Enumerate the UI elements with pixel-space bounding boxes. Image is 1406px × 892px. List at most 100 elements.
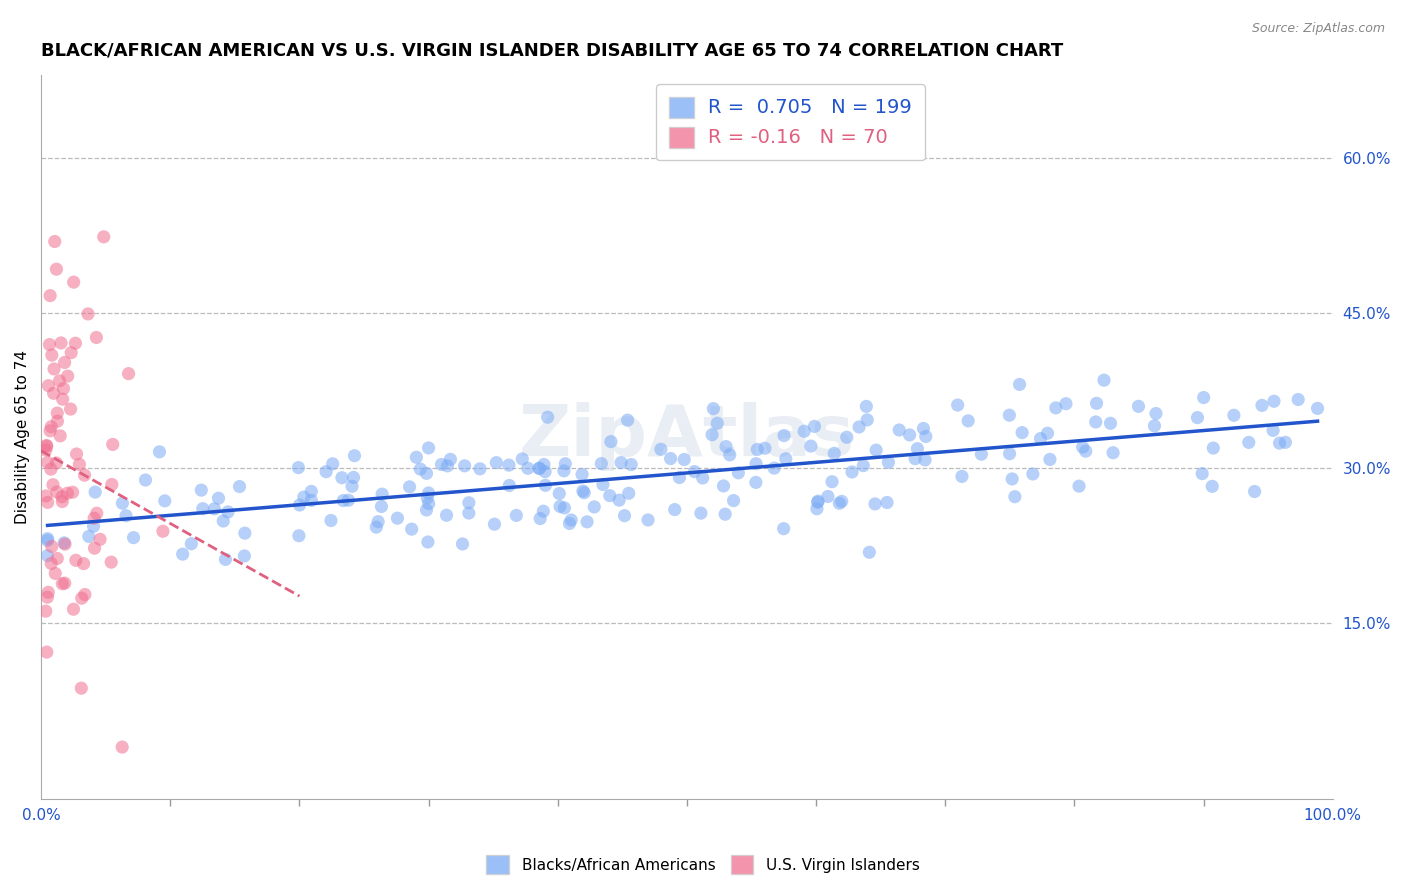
- Point: [673, 452, 696, 467]
- Point: [560, 513, 582, 527]
- Point: [44, 566, 66, 581]
- Point: [101, 437, 124, 451]
- Point: [70, 681, 93, 696]
- Point: [67, 458, 90, 472]
- Point: [828, 496, 851, 510]
- Point: [65, 336, 87, 351]
- Point: [554, 457, 576, 471]
- Point: [332, 493, 354, 508]
- Point: [1085, 396, 1108, 410]
- Point: [468, 462, 491, 476]
- Point: [800, 439, 823, 453]
- Point: [39, 424, 62, 438]
- Point: [863, 497, 886, 511]
- Point: [38, 337, 60, 351]
- Point: [299, 493, 322, 508]
- Point: [852, 458, 875, 473]
- Point: [35, 489, 58, 503]
- Point: [60, 345, 83, 359]
- Point: [288, 498, 311, 512]
- Point: [1011, 425, 1033, 440]
- Point: [1286, 392, 1309, 407]
- Point: [436, 508, 458, 523]
- Point: [1004, 490, 1026, 504]
- Point: [1039, 452, 1062, 467]
- Point: [1251, 398, 1274, 412]
- Point: [1099, 417, 1122, 431]
- Point: [370, 500, 392, 514]
- Point: [367, 515, 389, 529]
- Point: [62, 485, 84, 500]
- Point: [806, 495, 828, 509]
- Point: [505, 508, 527, 523]
- Point: [228, 479, 250, 493]
- Point: [56, 486, 79, 500]
- Point: [637, 513, 659, 527]
- Point: [498, 478, 520, 492]
- Point: [831, 494, 853, 508]
- Point: [49, 335, 72, 350]
- Point: [957, 414, 980, 428]
- Point: [65, 447, 87, 461]
- Point: [52, 382, 75, 396]
- Point: [287, 460, 309, 475]
- Point: [86, 330, 108, 344]
- Point: [889, 423, 911, 437]
- Point: [1128, 400, 1150, 414]
- Point: [72, 557, 94, 571]
- Point: [763, 461, 786, 475]
- Point: [1243, 484, 1265, 499]
- Point: [343, 449, 366, 463]
- Point: [430, 458, 453, 472]
- Point: [998, 408, 1021, 422]
- Point: [53, 576, 76, 591]
- Point: [457, 506, 479, 520]
- Point: [534, 465, 557, 479]
- Point: [692, 471, 714, 485]
- Point: [39, 557, 62, 571]
- Point: [1274, 435, 1296, 450]
- Point: [534, 478, 557, 492]
- Point: [322, 457, 344, 471]
- Point: [457, 496, 479, 510]
- Point: [617, 486, 640, 500]
- Point: [950, 469, 973, 483]
- Point: [52, 392, 75, 406]
- Point: [405, 450, 427, 465]
- Point: [650, 442, 672, 457]
- Point: [100, 555, 122, 569]
- Point: [436, 458, 458, 473]
- Point: [83, 541, 105, 556]
- Point: [1045, 401, 1067, 415]
- Point: [153, 494, 176, 508]
- Point: [51, 490, 73, 504]
- Point: [484, 517, 506, 532]
- Point: [233, 526, 256, 541]
- Point: [865, 443, 887, 458]
- Point: [439, 452, 461, 467]
- Point: [620, 458, 643, 472]
- Point: [56, 369, 79, 384]
- Point: [73, 588, 96, 602]
- Point: [904, 451, 927, 466]
- Point: [39, 419, 62, 434]
- Point: [835, 430, 858, 444]
- Point: [683, 465, 706, 479]
- Point: [233, 549, 256, 563]
- Point: [416, 491, 439, 505]
- Point: [754, 442, 776, 456]
- Point: [775, 451, 797, 466]
- Point: [583, 500, 606, 514]
- Point: [35, 604, 58, 618]
- Point: [516, 461, 538, 475]
- Point: [1001, 472, 1024, 486]
- Point: [713, 479, 735, 493]
- Point: [111, 496, 134, 510]
- Point: [37, 495, 59, 509]
- Text: ZipAtlas: ZipAtlas: [519, 402, 855, 472]
- Point: [1192, 391, 1215, 405]
- Point: [77, 307, 100, 321]
- Point: [401, 522, 423, 536]
- Point: [1036, 426, 1059, 441]
- Point: [877, 455, 900, 469]
